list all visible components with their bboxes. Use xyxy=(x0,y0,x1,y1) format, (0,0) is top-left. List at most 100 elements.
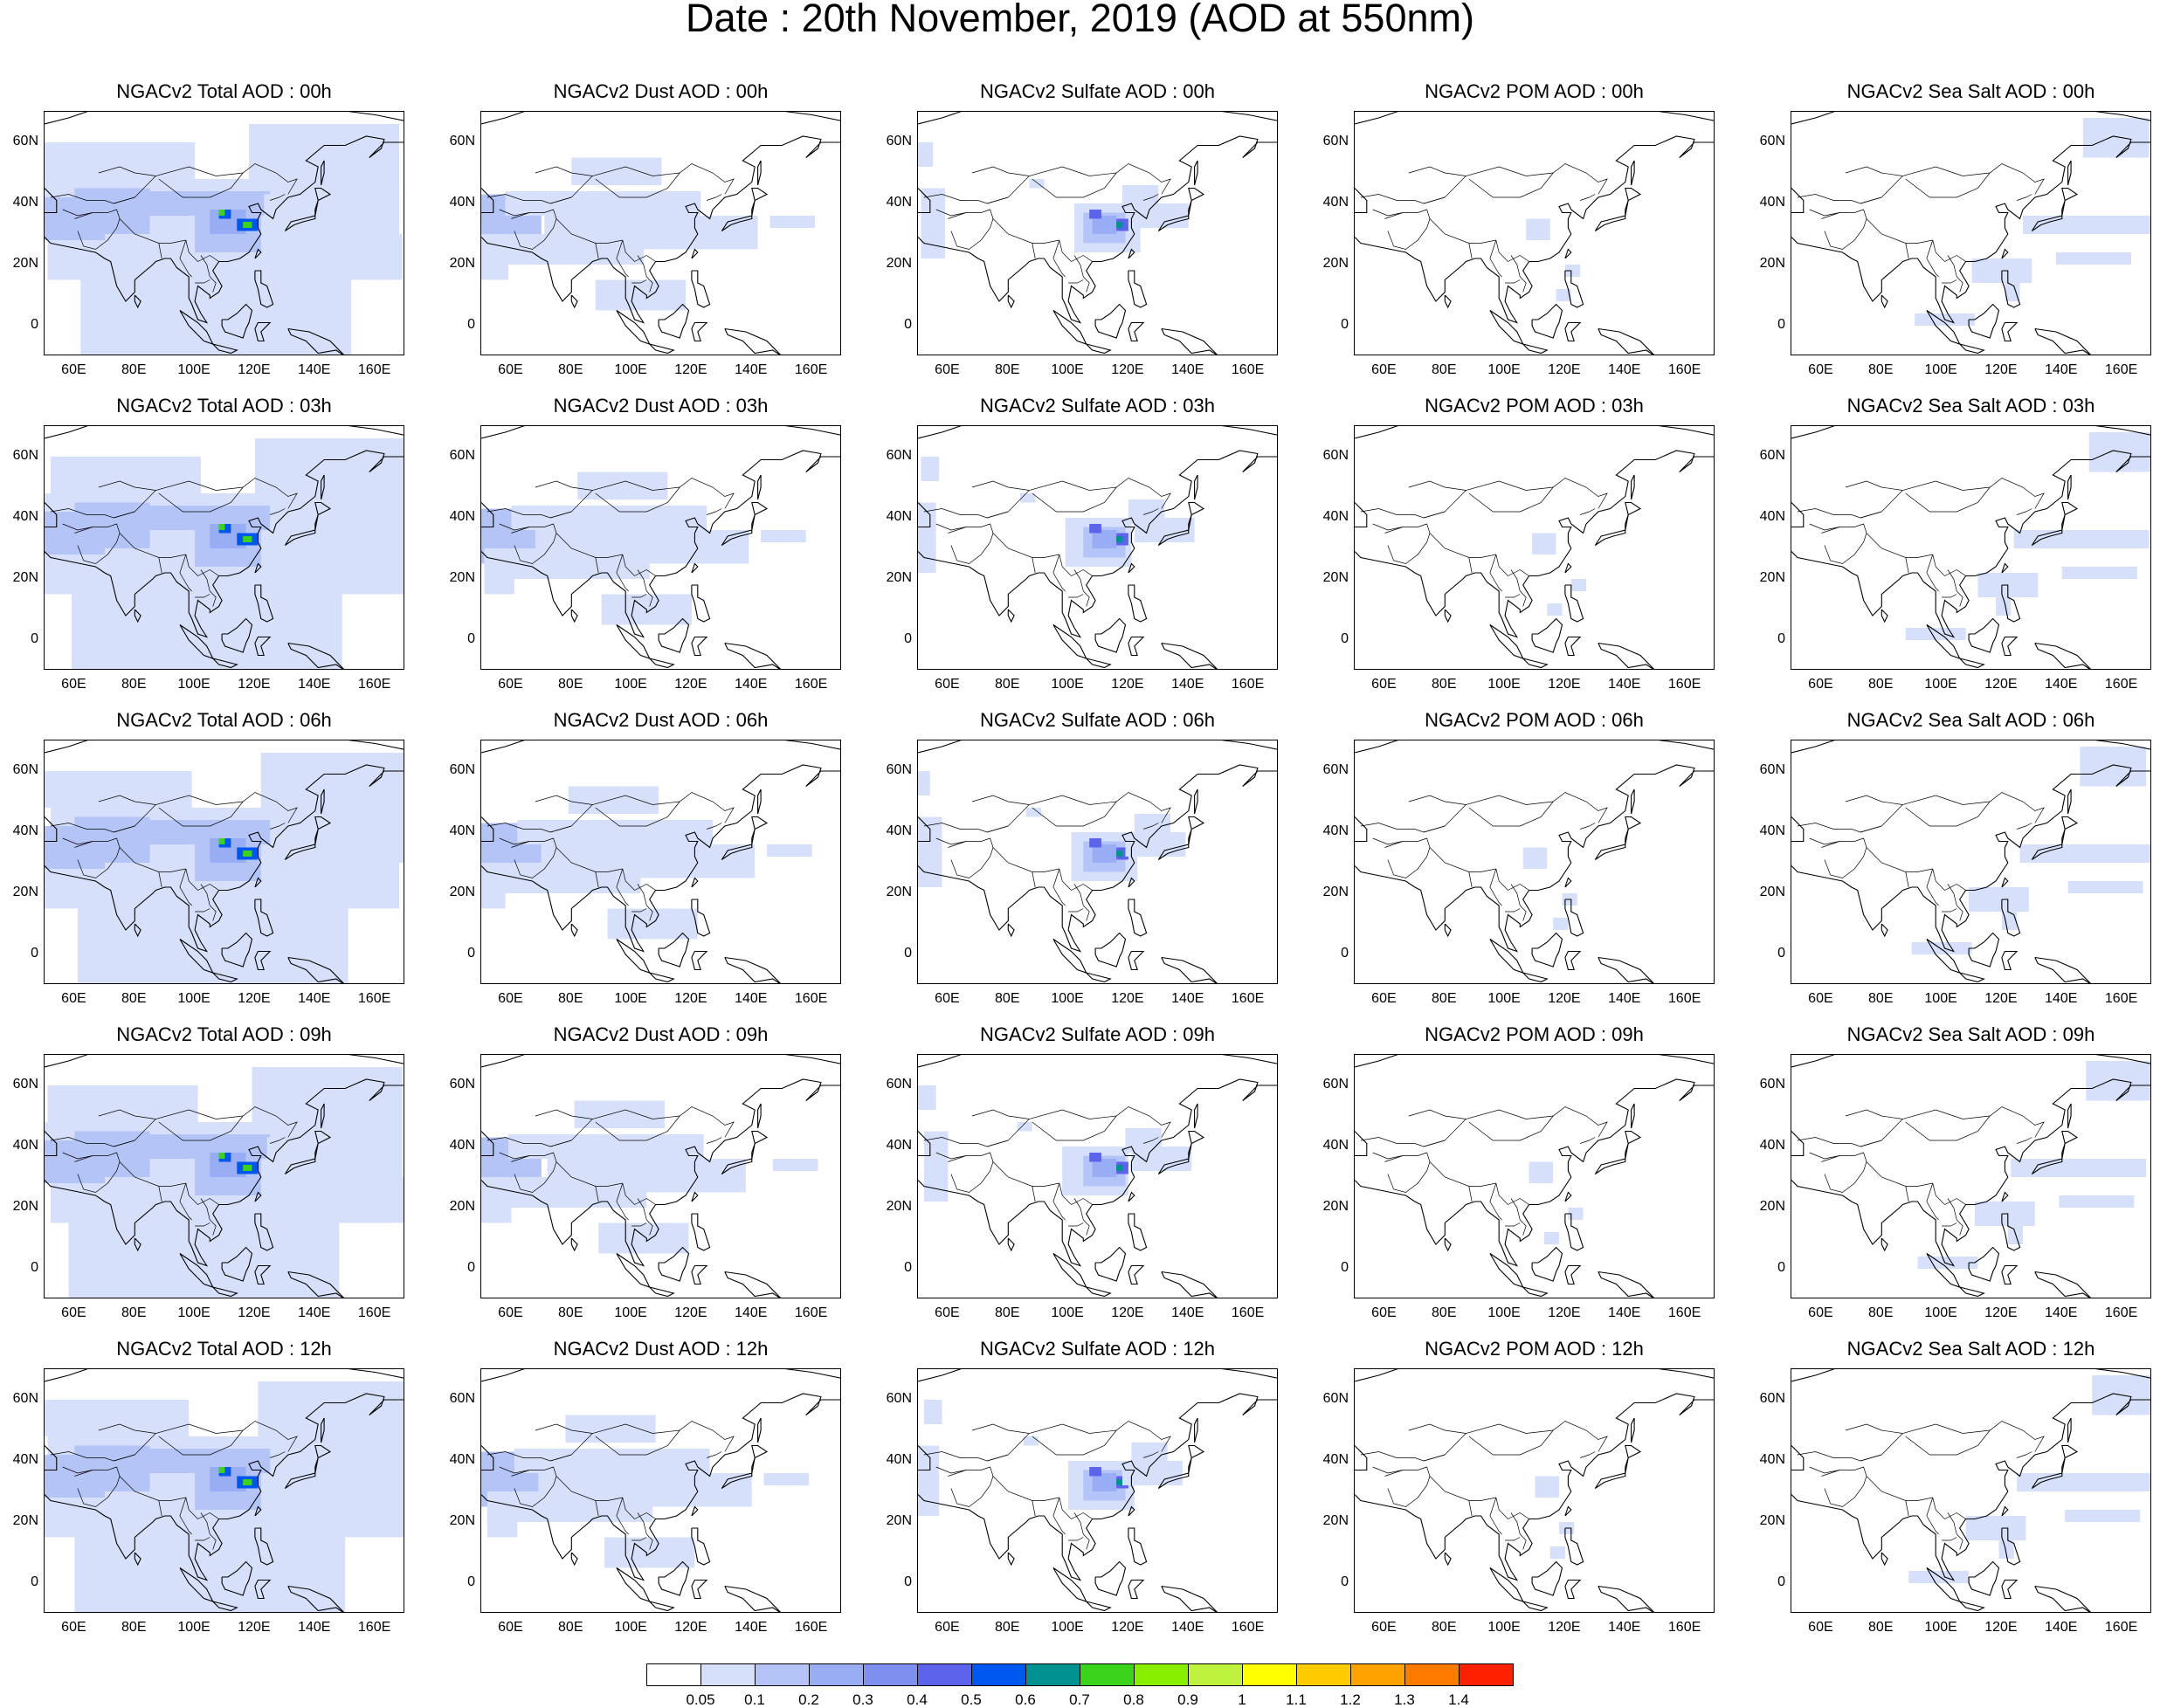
coastline xyxy=(1161,956,1218,983)
pom-aod-map xyxy=(1354,111,1715,355)
coastline xyxy=(254,584,274,623)
x-tick-label: 140E xyxy=(2045,991,2078,1006)
sea-salt-aod-cell xyxy=(2001,908,2018,930)
coastline xyxy=(757,789,762,815)
dust-aod-map xyxy=(480,740,841,984)
colorbar-cell xyxy=(646,1663,701,1686)
coastline xyxy=(1086,1601,1112,1612)
country-border xyxy=(50,823,135,833)
x-tick-label: 160E xyxy=(357,1620,391,1635)
coastline xyxy=(1194,789,1198,815)
country-border xyxy=(595,871,599,888)
coastline xyxy=(254,877,262,888)
sulfate-aod-cell xyxy=(921,188,945,258)
sulfate-aod-map xyxy=(917,1054,1278,1298)
coastline xyxy=(284,1444,332,1489)
y-tick-label: 60N xyxy=(1322,448,1349,463)
country-border xyxy=(622,239,656,262)
sea-salt-aod-cell xyxy=(1911,942,1972,954)
country-border xyxy=(195,908,210,913)
colorbar-label: 0.7 xyxy=(1069,1691,1090,1708)
country-border xyxy=(992,847,1059,872)
coastline xyxy=(570,609,578,623)
dust-aod-cell xyxy=(568,786,659,814)
coastline xyxy=(2067,474,2072,500)
coastline xyxy=(1791,1369,2150,1382)
y-tick-label: 60N xyxy=(1759,1077,1785,1092)
coastline xyxy=(721,187,769,231)
x-tick-label: 140E xyxy=(2045,1305,2078,1320)
colorbar-cell xyxy=(1025,1663,1080,1686)
map-plot xyxy=(1791,1055,2150,1298)
x-tick-label: 140E xyxy=(298,991,331,1006)
country-border xyxy=(1372,523,1404,531)
x-tick-label: 140E xyxy=(1171,1305,1204,1320)
coastline xyxy=(45,188,58,214)
panel-title: NGACv2 Sea Salt AOD : 09h xyxy=(1846,1023,2095,1045)
x-tick-label: 140E xyxy=(2045,1620,2078,1635)
colorbar-cell xyxy=(1188,1663,1243,1686)
country-border xyxy=(1032,1115,1117,1141)
country-border xyxy=(1881,172,1903,176)
y-tick-label: 0 xyxy=(31,1260,38,1275)
country-border xyxy=(1866,218,1933,244)
x-tick-label: 160E xyxy=(1231,362,1265,377)
coastline xyxy=(2031,187,2079,231)
map-plot xyxy=(481,1369,840,1612)
colorbar-label: 1.1 xyxy=(1286,1691,1307,1708)
country-border xyxy=(200,569,217,607)
country-border xyxy=(1489,1497,1502,1535)
coastline xyxy=(658,1560,690,1596)
country-border xyxy=(1824,847,1867,878)
x-tick-label: 120E xyxy=(1548,1620,1581,1635)
country-border xyxy=(514,218,557,250)
y-tick-label: 40N xyxy=(886,195,912,210)
coastline xyxy=(2034,1271,2092,1298)
country-border xyxy=(499,1152,530,1160)
x-tick-label: 100E xyxy=(1051,362,1084,377)
sea-salt-aod-map xyxy=(1791,1368,2151,1613)
sea-salt-aod-cell xyxy=(2055,252,2131,265)
country-border xyxy=(706,508,722,515)
coastline xyxy=(212,343,238,355)
x-tick-label: 80E xyxy=(121,1620,147,1635)
x-tick-label: 80E xyxy=(558,1305,583,1320)
coastline xyxy=(918,450,1277,638)
country-border xyxy=(1845,1423,1882,1431)
country-border xyxy=(98,166,135,174)
coastline xyxy=(1157,1130,1205,1174)
x-tick-label: 160E xyxy=(357,1305,391,1320)
map-plot xyxy=(918,426,1277,669)
total-aod-cell xyxy=(197,295,259,350)
coastline xyxy=(221,1560,253,1596)
map-plot xyxy=(918,1055,1277,1298)
coastline xyxy=(918,112,1277,125)
country-border xyxy=(1495,1497,1529,1519)
panel-title: NGACv2 POM AOD : 12h xyxy=(1425,1338,1644,1360)
x-tick-label: 100E xyxy=(1051,1305,1084,1320)
map-plot xyxy=(481,740,840,983)
coastline xyxy=(287,642,345,669)
x-tick-label: 120E xyxy=(1548,1305,1581,1320)
country-border xyxy=(1468,1115,1554,1141)
colorbar-label: 1.3 xyxy=(1394,1691,1415,1708)
country-border xyxy=(1947,1198,1963,1236)
country-border xyxy=(1445,486,1466,491)
y-tick-label: 20N xyxy=(886,256,912,271)
coastline xyxy=(2001,248,2009,259)
coastline xyxy=(1959,658,1985,669)
coastline xyxy=(254,1527,274,1566)
country-border xyxy=(1866,847,1933,872)
coastline xyxy=(2067,160,2072,186)
country-border xyxy=(1797,1137,1882,1147)
x-tick-label: 80E xyxy=(1868,991,1894,1006)
country-border xyxy=(1073,1512,1090,1550)
coastline xyxy=(1564,584,1584,623)
coastline xyxy=(1881,294,1888,309)
coastline xyxy=(45,740,404,754)
y-tick-label: 0 xyxy=(31,1574,38,1589)
dust-aod-cell xyxy=(505,191,701,216)
country-border xyxy=(1408,480,1446,488)
country-border xyxy=(637,884,653,921)
x-tick-label: 60E xyxy=(498,991,523,1006)
